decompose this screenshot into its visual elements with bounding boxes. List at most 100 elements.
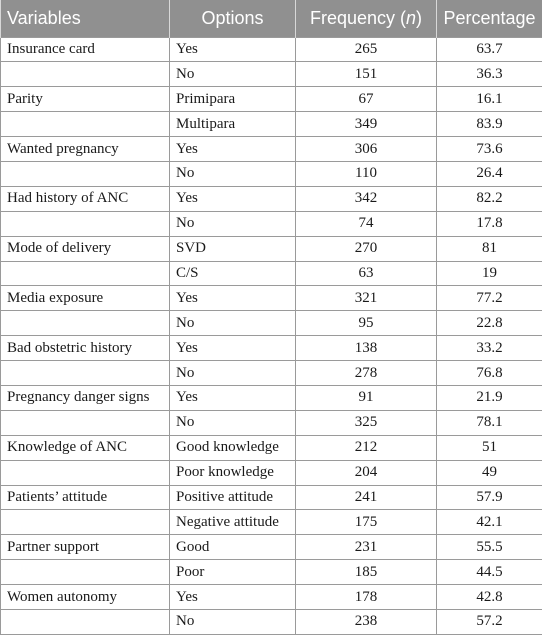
table-row: Had history of ANC Yes 342 82.2 (0, 185, 542, 212)
cell-percentage: 77.2 (436, 285, 542, 312)
cell-option: Negative attitude (169, 509, 296, 536)
cell-frequency: 306 (295, 136, 437, 162)
table-row: Bad obstetric history Yes 138 33.2 (0, 335, 542, 362)
cell-variable: Knowledge of ANC (0, 434, 170, 461)
cell-frequency: 95 (295, 310, 437, 337)
cell-option: Yes (169, 285, 296, 312)
cell-variable: Patients’ attitude (0, 484, 170, 511)
cell-variable: Parity (0, 86, 170, 113)
cell-option: Multipara (169, 111, 296, 138)
cell-percentage: 55.5 (436, 534, 542, 561)
cell-percentage: 51 (436, 434, 542, 461)
cell-variable (0, 61, 170, 88)
cell-percentage: 26.4 (436, 160, 542, 187)
cell-variable: Had history of ANC (0, 185, 170, 212)
cell-variable (0, 559, 170, 586)
cell-variable: Partner support (0, 534, 170, 561)
cell-variable (0, 260, 170, 287)
cell-option: Good (169, 534, 296, 561)
cell-variable: Wanted pregnancy (0, 136, 170, 162)
cell-frequency: 74 (295, 210, 437, 237)
table-row: Insurance card Yes 265 63.7 (0, 36, 542, 63)
header-options: Options (169, 0, 296, 37)
cell-frequency: 212 (295, 434, 437, 461)
header-percentage: Percentage (436, 0, 542, 37)
cell-frequency: 241 (295, 484, 437, 511)
cell-frequency: 91 (295, 384, 437, 411)
cell-frequency: 321 (295, 285, 437, 312)
cell-option: No (169, 360, 296, 386)
cell-percentage: 83.9 (436, 111, 542, 138)
header-row: Variables Options Frequency (n) Percenta… (0, 0, 542, 37)
cell-frequency: 204 (295, 459, 437, 486)
cell-frequency: 238 (295, 608, 437, 635)
cell-percentage: 63.7 (436, 36, 542, 63)
cell-variable: Media exposure (0, 285, 170, 312)
table-row: Partner support Good 231 55.5 (0, 534, 542, 561)
cell-option: No (169, 61, 296, 88)
cell-variable (0, 210, 170, 237)
cell-option: Poor (169, 559, 296, 586)
cell-frequency: 265 (295, 36, 437, 63)
cell-variable (0, 509, 170, 536)
cell-frequency: 138 (295, 335, 437, 362)
table-row: Knowledge of ANC Good knowledge 212 51 (0, 434, 542, 461)
cell-percentage: 81 (436, 235, 542, 262)
table-row: Patients’ attitude Positive attitude 241 57… (0, 484, 542, 511)
table-row: Multipara 349 83.9 (0, 111, 542, 138)
cell-frequency: 63 (295, 260, 437, 287)
cell-option: SVD (169, 235, 296, 262)
cell-percentage: 57.9 (436, 484, 542, 511)
cell-variable (0, 608, 170, 635)
cell-option: C/S (169, 260, 296, 287)
cell-variable (0, 409, 170, 436)
cell-frequency: 231 (295, 534, 437, 561)
cell-variable (0, 360, 170, 386)
cell-percentage: 22.8 (436, 310, 542, 337)
table-row: No 74 17.8 (0, 210, 542, 237)
cell-option: Positive attitude (169, 484, 296, 511)
table-row: No 151 36.3 (0, 61, 542, 88)
cell-variable (0, 160, 170, 187)
cell-percentage: 73.6 (436, 136, 542, 162)
header-frequency: Frequency (n) (295, 0, 437, 37)
cell-percentage: 42.1 (436, 509, 542, 536)
header-variables: Variables (0, 0, 170, 37)
table-row: Poor knowledge 204 49 (0, 459, 542, 486)
cell-option: No (169, 310, 296, 337)
header-frequency-n: n (406, 7, 417, 28)
table-row: No 110 26.4 (0, 160, 542, 187)
cell-percentage: 21.9 (436, 384, 542, 411)
cell-option: Yes (169, 584, 296, 610)
cell-percentage: 16.1 (436, 86, 542, 113)
header-frequency-close: ) (416, 7, 423, 28)
cell-option: No (169, 160, 296, 187)
cell-frequency: 349 (295, 111, 437, 138)
cell-percentage: 36.3 (436, 61, 542, 88)
cell-option: Primipara (169, 86, 296, 113)
table-row: No 278 76.8 (0, 360, 542, 386)
cell-variable (0, 310, 170, 337)
cell-option: Yes (169, 36, 296, 63)
cell-variable (0, 111, 170, 138)
table-row: Parity Primipara 67 16.1 (0, 86, 542, 113)
cell-frequency: 278 (295, 360, 437, 386)
cell-frequency: 342 (295, 185, 437, 212)
cell-option: No (169, 210, 296, 237)
table-row: No 95 22.8 (0, 310, 542, 337)
table-body: Insurance card Yes 265 63.7 No 151 36.3 Parity P… (0, 36, 542, 635)
cell-variable: Mode of delivery (0, 235, 170, 262)
table-row: Women autonomy Yes 178 42.8 (0, 584, 542, 610)
cell-frequency: 175 (295, 509, 437, 536)
cell-option: No (169, 409, 296, 436)
cell-frequency: 325 (295, 409, 437, 436)
cell-variable: Insurance card (0, 36, 170, 63)
cell-option: Yes (169, 335, 296, 362)
cell-frequency: 270 (295, 235, 437, 262)
cell-percentage: 42.8 (436, 584, 542, 610)
table-row: No 238 57.2 (0, 608, 542, 635)
table-row: Pregnancy danger signs Yes 91 21.9 (0, 384, 542, 411)
cell-frequency: 185 (295, 559, 437, 586)
cell-option: Yes (169, 384, 296, 411)
table-row: Poor 185 44.5 (0, 559, 542, 586)
